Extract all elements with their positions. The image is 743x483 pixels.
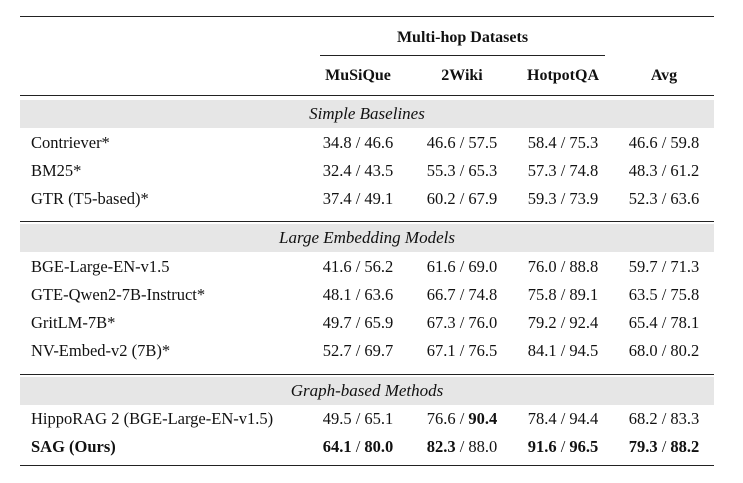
row-method: GTR (T5-based)* [31, 189, 149, 208]
top-rule [20, 16, 714, 18]
cell-hotpotqa: 79.2 / 92.4 [527, 313, 599, 332]
cell-musique: 48.1 / 63.6 [322, 285, 394, 304]
cell-avg: 48.3 / 61.2 [628, 161, 700, 180]
value-best: 64.1 [322, 437, 352, 456]
cell-hotpotqa: 59.3 / 73.9 [527, 189, 599, 208]
value-best: 91.6 [527, 437, 557, 456]
method-bold: SAG (Ours) [31, 437, 116, 456]
cell-2wiki: 82.3 / 88.0 [426, 437, 498, 456]
cell-2wiki: 61.6 / 69.0 [426, 257, 498, 276]
cell-hotpotqa: 91.6 / 96.5 [527, 437, 599, 456]
cell-2wiki: 55.3 / 65.3 [426, 161, 498, 180]
cell-musique: 49.7 / 65.9 [322, 313, 394, 332]
row-method: GTE-Qwen2-7B-Instruct* [31, 285, 206, 304]
value-best: 79.3 [628, 437, 658, 456]
header-rule [20, 95, 714, 96]
value-best: 90.4 [468, 409, 498, 428]
cell-hotpotqa: 76.0 / 88.8 [527, 257, 599, 276]
row-method: BGE-Large-EN-v1.5 [31, 257, 170, 276]
row-method: GritLM-7B* [31, 313, 116, 332]
cell-2wiki: 76.6 / 90.4 [426, 409, 498, 428]
cell-musique: 32.4 / 43.5 [322, 161, 394, 180]
cell-2wiki: 46.6 / 57.5 [426, 133, 498, 152]
cell-avg: 65.4 / 78.1 [628, 313, 700, 332]
cell-musique: 64.1 / 80.0 [322, 437, 394, 456]
section-rule-2 [20, 221, 714, 222]
col-header-avg: Avg [650, 67, 678, 84]
bottom-rule [20, 465, 714, 467]
cell-avg: 68.0 / 80.2 [628, 341, 700, 360]
section-rule-3 [20, 374, 714, 375]
row-method: SAG (Ours) [31, 437, 116, 457]
value-best: 82.3 [426, 437, 456, 456]
value-em: 76.6 [426, 409, 456, 428]
cell-musique: 49.5 / 65.1 [322, 409, 394, 428]
cell-musique: 37.4 / 49.1 [322, 189, 394, 208]
cell-avg: 79.3 / 88.2 [628, 437, 700, 456]
row-method: BM25* [31, 161, 82, 180]
cell-hotpotqa: 75.8 / 89.1 [527, 285, 599, 304]
cell-musique: 41.6 / 56.2 [322, 257, 394, 276]
value-best: 96.5 [569, 437, 599, 456]
section-title-large-embedding-models: Large Embedding Models [20, 224, 714, 252]
cell-avg: 46.6 / 59.8 [628, 133, 700, 152]
cell-2wiki: 60.2 / 67.9 [426, 189, 498, 208]
cell-hotpotqa: 58.4 / 75.3 [527, 133, 599, 152]
cell-avg: 63.5 / 75.8 [628, 285, 700, 304]
cell-hotpotqa: 84.1 / 94.5 [527, 341, 599, 360]
cell-avg: 68.2 / 83.3 [628, 409, 700, 428]
row-method: NV-Embed-v2 (7B)* [31, 341, 171, 360]
group-header: Multi-hop Datasets [396, 29, 529, 46]
row-method: Contriever* [31, 133, 110, 152]
col-header-2wiki: 2Wiki [441, 67, 483, 84]
cell-2wiki: 67.1 / 76.5 [426, 341, 498, 360]
cell-2wiki: 67.3 / 76.0 [426, 313, 498, 332]
value-best: 80.0 [364, 437, 394, 456]
cell-musique: 52.7 / 69.7 [322, 341, 394, 360]
cell-hotpotqa: 78.4 / 94.4 [527, 409, 599, 428]
value: 88.0 [468, 437, 498, 456]
value-best: 88.2 [670, 437, 700, 456]
col-header-musique: MuSiQue [325, 67, 391, 84]
row-method: HippoRAG 2 (BGE-Large-EN-v1.5) [31, 409, 274, 428]
section-title-simple-baselines: Simple Baselines [20, 100, 714, 128]
section-title-graph-based-methods: Graph-based Methods [20, 377, 714, 405]
cell-musique: 34.8 / 46.6 [322, 133, 394, 152]
group-underline [320, 55, 605, 56]
cell-avg: 52.3 / 63.6 [628, 189, 700, 208]
cell-hotpotqa: 57.3 / 74.8 [527, 161, 599, 180]
col-header-hotpotqa: HotpotQA [527, 67, 599, 84]
cell-avg: 59.7 / 71.3 [628, 257, 700, 276]
cell-2wiki: 66.7 / 74.8 [426, 285, 498, 304]
